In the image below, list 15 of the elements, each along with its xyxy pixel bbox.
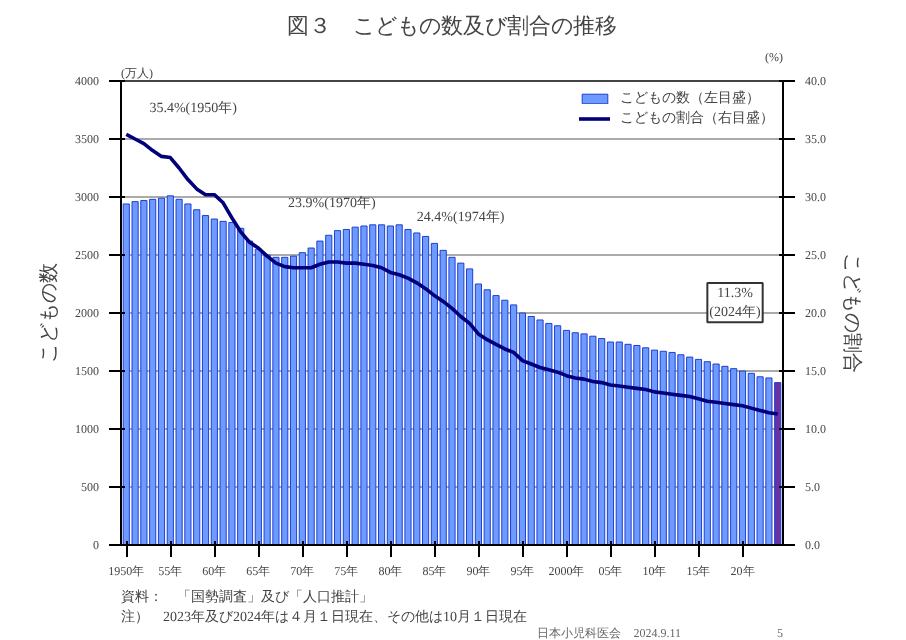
- bar: [694, 358, 703, 545]
- bar: [201, 215, 210, 545]
- line-series: [124, 132, 780, 416]
- bar: [333, 230, 342, 545]
- bar: [650, 349, 659, 545]
- bar: [606, 341, 615, 545]
- bar: [377, 224, 386, 545]
- y2-axis-title: こどもの割合: [840, 253, 864, 373]
- y-axis-title: こどもの数: [39, 263, 61, 363]
- bar: [157, 197, 166, 545]
- bar: [738, 370, 747, 545]
- bar: [289, 255, 298, 545]
- bar: [562, 329, 571, 545]
- bar: [518, 312, 527, 545]
- chart-title: 図３ こどもの数及び割合の推移: [287, 13, 617, 39]
